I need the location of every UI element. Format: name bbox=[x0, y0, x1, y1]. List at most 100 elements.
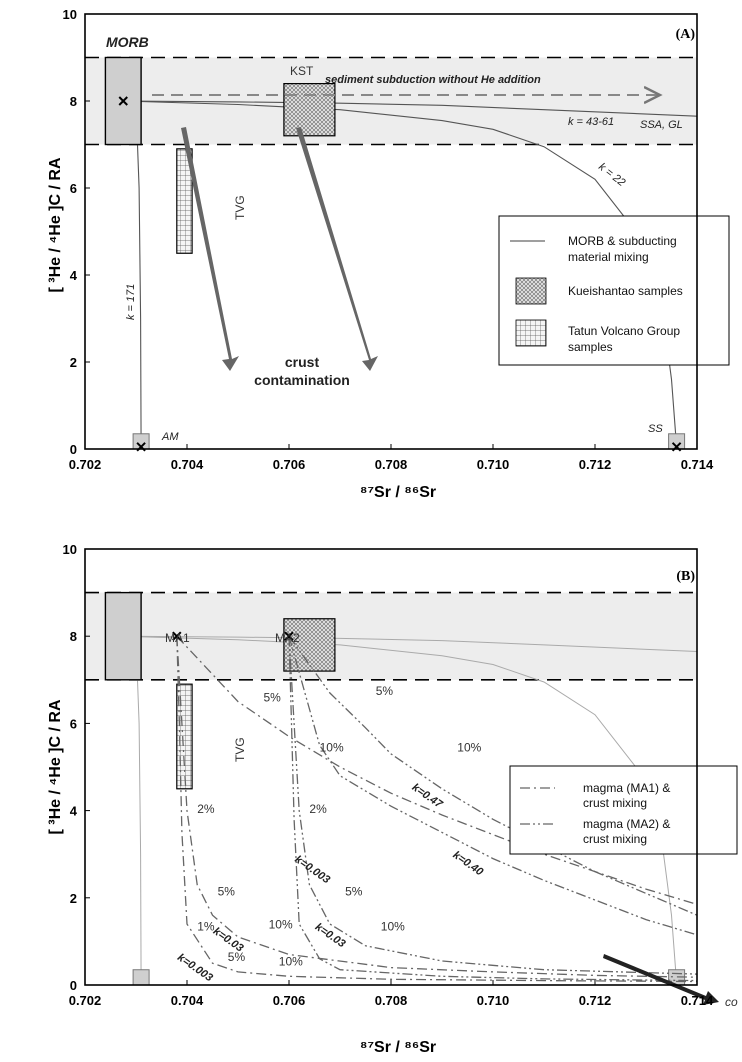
legend-b-item-2-line-1: magma (MA2) & bbox=[583, 817, 670, 831]
x-tick-label: 0.712 bbox=[579, 993, 612, 1008]
percent-label: 10% bbox=[269, 917, 293, 931]
plot-frame-a bbox=[84, 13, 698, 450]
y-tick-label: 2 bbox=[70, 891, 77, 906]
y-tick-label: 6 bbox=[70, 716, 77, 731]
legend-b bbox=[509, 765, 738, 855]
k-43-61-label: k = 43-61 bbox=[568, 116, 614, 128]
y-tick-label: 6 bbox=[70, 181, 77, 196]
endmember-markers-b bbox=[172, 631, 294, 641]
k-label: k=0.40 bbox=[450, 849, 485, 879]
legend-b-item-1-line-2: crust mixing bbox=[583, 796, 647, 810]
tvg-label-b: TVG bbox=[233, 737, 247, 762]
legend-a-item-1-line-1: MORB & subducting bbox=[568, 234, 677, 248]
x-tick-label: 0.714 bbox=[681, 993, 714, 1008]
kst-box bbox=[283, 82, 336, 137]
legend-a-item-2: Kueishantao samples bbox=[568, 284, 683, 298]
ss-label: SS bbox=[648, 423, 663, 435]
legend-b-item-1-line-1: magma (MA1) & bbox=[583, 781, 670, 795]
co-label: co bbox=[725, 995, 738, 1009]
magma-crust-curve bbox=[288, 636, 698, 936]
magma-crust-curve bbox=[176, 636, 698, 983]
percent-label: 10% bbox=[457, 741, 481, 755]
y-tick-label: 4 bbox=[70, 804, 78, 819]
k-171-label: k = 171 bbox=[125, 284, 137, 320]
y-axis-label-b: [ ³He / ⁴He ]C / RA bbox=[47, 699, 64, 834]
x-tick-label: 0.704 bbox=[171, 993, 204, 1008]
x-tick-label: 0.710 bbox=[477, 457, 510, 472]
y-tick-label: 0 bbox=[70, 978, 77, 993]
percent-label: 2% bbox=[197, 802, 215, 816]
crust-arrow-2 bbox=[296, 127, 378, 371]
x-tick-label: 0.708 bbox=[375, 993, 408, 1008]
plot-frame-b bbox=[84, 548, 698, 986]
tick-labels-b: 0.702 0.704 0.706 0.708 0.710 0.712 0.714 0 2 4 6 8… bbox=[63, 542, 714, 1008]
percent-label: 5% bbox=[228, 950, 246, 964]
sediment-label: sediment subduction without He addition bbox=[325, 74, 541, 86]
tvg-box bbox=[176, 148, 193, 254]
percent-labels-b: 5% 10% 2% 5% 1% 5% 10% 10% 2% 5% 10% 5% 10% bbox=[197, 684, 481, 968]
x-tick-label: 0.702 bbox=[69, 993, 102, 1008]
y-tick-label: 8 bbox=[70, 629, 77, 644]
y-tick-label: 10 bbox=[63, 7, 77, 22]
x-tick-label: 0.706 bbox=[273, 457, 306, 472]
k-label: k=0.47 bbox=[410, 781, 445, 811]
crust-label-1: crust bbox=[285, 354, 320, 370]
legend-a-item-3-line-1: Tatun Volcano Group bbox=[568, 324, 680, 338]
percent-label: 5% bbox=[376, 684, 394, 698]
percent-label: 1% bbox=[197, 920, 215, 934]
x-tick-label: 0.702 bbox=[69, 457, 102, 472]
y-tick-label: 0 bbox=[70, 442, 77, 457]
mixing-curve bbox=[123, 100, 698, 117]
ssa-gl-label: SSA, GL bbox=[640, 119, 683, 131]
endmember-marker bbox=[118, 96, 128, 106]
x-tick-label: 0.706 bbox=[273, 993, 306, 1008]
k-label: k=0.03 bbox=[313, 921, 348, 950]
k-label: k=0.003 bbox=[292, 853, 332, 886]
mixing-curve bbox=[122, 100, 142, 447]
percent-label: 10% bbox=[279, 954, 303, 968]
am-label: AM bbox=[161, 431, 179, 443]
x-tick-label: 0.704 bbox=[171, 457, 204, 472]
magma-crust-curve bbox=[288, 636, 698, 982]
percent-label: 5% bbox=[218, 885, 236, 899]
ma2-label: MA2 bbox=[275, 631, 300, 645]
y-axis-label-a: [ ³He / ⁴He ]C / RA bbox=[47, 157, 64, 292]
kst-box-b bbox=[283, 618, 336, 672]
panel-label-a: (A) bbox=[676, 27, 696, 42]
co-arrow bbox=[603, 954, 719, 1005]
x-tick-label: 0.710 bbox=[477, 993, 510, 1008]
x-tick-label: 0.708 bbox=[375, 457, 408, 472]
morb-box-b bbox=[104, 591, 142, 681]
y-tick-label: 10 bbox=[63, 542, 77, 557]
y-tick-label: 4 bbox=[70, 268, 78, 283]
k-22-label: k = 22 bbox=[596, 161, 627, 189]
percent-label: 5% bbox=[264, 691, 282, 705]
magma-crust-curve bbox=[176, 635, 698, 905]
tick-labels-a: 0.702 0.704 0.706 0.708 0.710 0.712 0.714 0 2 4 6 8… bbox=[63, 7, 714, 472]
crust-arrow-1 bbox=[181, 127, 239, 371]
x-axis-label-a: ⁸⁷Sr / ⁸⁶Sr bbox=[360, 484, 436, 501]
kst-label: KST bbox=[290, 64, 314, 78]
mixing-curves-b bbox=[176, 635, 698, 983]
legend-a-tvg-swatch bbox=[515, 319, 547, 347]
percent-label: 10% bbox=[320, 741, 344, 755]
percent-label: 2% bbox=[309, 802, 327, 816]
morb-label: MORB bbox=[106, 34, 149, 50]
magma-crust-curve bbox=[176, 636, 698, 978]
percent-label: 5% bbox=[345, 885, 363, 899]
x-tick-label: 0.712 bbox=[579, 457, 612, 472]
legend-b-item-2-line-2: crust mixing bbox=[583, 832, 647, 846]
x-axis-label-b: ⁸⁷Sr / ⁸⁶Sr bbox=[360, 1039, 436, 1056]
y-tick-label: 2 bbox=[70, 355, 77, 370]
panel-label-b: (B) bbox=[676, 569, 695, 584]
crust-label-2: contamination bbox=[254, 372, 350, 388]
am-square-b bbox=[132, 969, 150, 986]
endmember-marker bbox=[172, 631, 182, 641]
endmember-marker bbox=[284, 631, 294, 641]
tvg-label-a: TVG bbox=[233, 195, 247, 220]
percent-label: 10% bbox=[381, 920, 405, 934]
y-tick-label: 8 bbox=[70, 94, 77, 109]
panel-a: (A) MORB KST sediment subduction without… bbox=[47, 7, 730, 501]
